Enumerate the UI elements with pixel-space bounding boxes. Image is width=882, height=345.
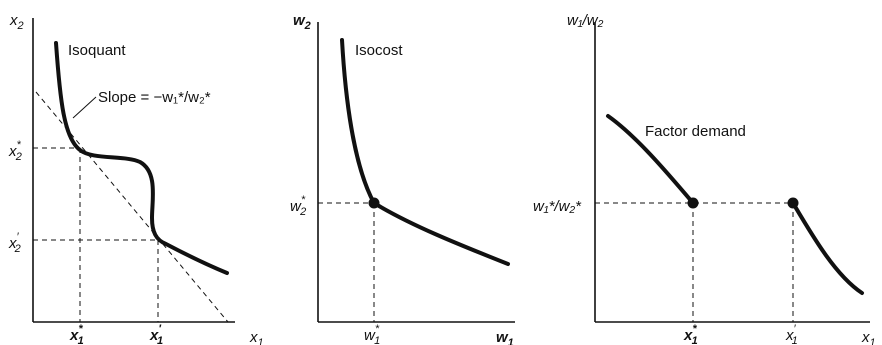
p3-ytick-price: w₁*/w₂* bbox=[533, 198, 582, 215]
p1-xtick-x1star: x* 1 bbox=[69, 323, 84, 345]
p2-xtick-w1star: w* 1 bbox=[364, 323, 380, 345]
p3-xtick-x1star: x* 1 bbox=[683, 323, 698, 345]
p2-y-axis-label: w2 bbox=[293, 12, 311, 32]
p1-slope-leader bbox=[72, 96, 97, 119]
p1-ytick-x2star: x* 2 bbox=[8, 139, 22, 163]
p3-xtick-x1prime: x′ 1 bbox=[785, 323, 798, 345]
panel-isocost: w2 w1 Isocost w* 2 w* 1 bbox=[290, 12, 515, 345]
p1-y-axis-label: x2 bbox=[9, 12, 24, 32]
panel-factor-demand: w₁/w₂ x1 Factor demand w₁*/w₂* x* 1 x′ 1 bbox=[533, 12, 876, 345]
p3-x-axis-label: x1 bbox=[861, 329, 876, 345]
p2-ytick-w2star: w* 2 bbox=[290, 194, 306, 218]
p1-x-axis-label: x1 bbox=[249, 329, 264, 345]
p3-y-axis-label: w₁/w₂ bbox=[567, 12, 604, 29]
p2-x-axis-label: w1 bbox=[496, 329, 514, 345]
isocost-label: Isocost bbox=[355, 42, 403, 59]
p3-point-x1prime bbox=[787, 197, 799, 209]
p3-point-x1star bbox=[687, 197, 699, 209]
factor-demand-curve-right bbox=[791, 201, 864, 295]
p2-tangency-point bbox=[368, 197, 380, 209]
slope-label: Slope = −w₁*/w₂* bbox=[98, 89, 211, 106]
isoquant-label: Isoquant bbox=[68, 42, 126, 59]
factor-demand-curve-left bbox=[606, 114, 695, 205]
panel-isoquant: x2 x1 Isoquant Slope = −w₁*/w₂* x* 2 x′ 2 … bbox=[8, 12, 264, 345]
p1-xtick-x1prime: x′ 1 bbox=[149, 323, 163, 345]
isoquant-curve bbox=[54, 41, 229, 275]
isocost-curve bbox=[340, 38, 510, 266]
p1-ytick-x2prime: x′ 2 bbox=[8, 231, 21, 255]
factor-demand-label: Factor demand bbox=[645, 123, 746, 140]
